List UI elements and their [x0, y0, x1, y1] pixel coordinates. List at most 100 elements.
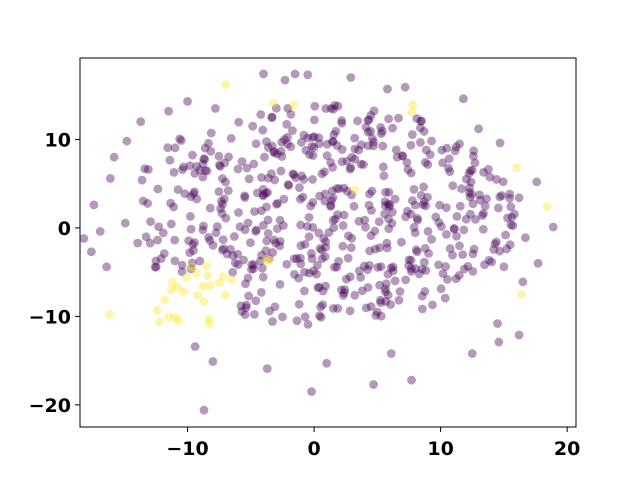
data-point	[153, 184, 163, 194]
data-point	[258, 191, 268, 201]
data-point	[416, 116, 426, 126]
data-point	[331, 126, 341, 136]
data-point	[199, 405, 209, 415]
data-point	[337, 118, 347, 128]
data-point	[338, 241, 348, 251]
data-point	[366, 231, 376, 241]
data-point	[152, 305, 162, 315]
data-point	[257, 173, 266, 182]
data-point	[437, 145, 447, 155]
data-point	[381, 287, 390, 297]
data-point	[288, 169, 298, 179]
data-point	[262, 364, 272, 373]
data-point	[169, 202, 178, 212]
data-point	[318, 286, 328, 296]
data-point	[276, 146, 286, 156]
data-point	[146, 217, 155, 226]
data-point	[353, 116, 362, 126]
data-point	[186, 192, 196, 202]
data-point	[322, 358, 332, 368]
data-point	[450, 146, 460, 156]
data-point	[418, 304, 427, 314]
data-point	[411, 245, 421, 255]
data-point	[373, 263, 383, 272]
data-point	[413, 215, 423, 225]
data-point	[320, 196, 330, 206]
data-point	[265, 255, 275, 265]
data-point	[237, 306, 247, 316]
data-point	[416, 190, 426, 200]
data-point	[258, 272, 268, 282]
data-point	[199, 221, 208, 231]
plot-frame	[79, 57, 577, 428]
data-point	[279, 194, 289, 204]
data-point	[275, 215, 285, 225]
data-point	[455, 139, 464, 149]
data-point	[307, 249, 316, 258]
data-point	[395, 287, 405, 296]
data-point	[431, 212, 441, 222]
data-point	[333, 210, 342, 220]
data-point	[505, 240, 515, 250]
data-point	[444, 154, 454, 164]
data-point	[305, 150, 314, 159]
data-point	[390, 276, 400, 286]
data-point	[275, 241, 285, 251]
data-point	[333, 101, 343, 111]
data-point	[328, 193, 338, 203]
data-point	[205, 281, 215, 290]
data-point	[388, 123, 397, 133]
data-point	[292, 316, 302, 326]
data-point	[299, 175, 309, 184]
data-point	[359, 261, 369, 271]
data-point	[105, 173, 115, 183]
data-point	[505, 193, 514, 203]
data-point	[506, 220, 516, 230]
data-point	[514, 330, 524, 340]
data-point	[226, 244, 235, 254]
data-point	[272, 224, 282, 234]
data-point	[297, 171, 307, 181]
data-point	[436, 222, 446, 231]
data-point	[210, 104, 220, 113]
data-point	[199, 154, 209, 164]
data-point	[249, 159, 259, 169]
data-point	[205, 235, 215, 245]
data-point	[237, 157, 247, 166]
data-point	[406, 168, 416, 178]
data-point	[517, 289, 526, 299]
data-point	[368, 134, 377, 143]
data-point	[326, 196, 336, 205]
data-point	[308, 222, 318, 232]
data-point	[261, 256, 271, 266]
data-point	[309, 266, 318, 276]
data-point	[350, 154, 360, 164]
data-point	[482, 194, 491, 204]
data-point	[316, 302, 326, 312]
data-point	[420, 243, 430, 253]
data-point	[357, 286, 367, 296]
data-point	[122, 136, 132, 146]
data-point	[188, 189, 198, 199]
data-point	[442, 229, 451, 239]
data-point	[542, 202, 552, 212]
data-point	[295, 194, 305, 204]
data-point	[300, 267, 309, 277]
data-point	[271, 238, 281, 248]
data-point	[326, 104, 336, 113]
data-point	[328, 137, 338, 146]
data-point	[312, 260, 322, 270]
data-point	[350, 133, 360, 143]
data-point	[217, 196, 226, 206]
data-point	[174, 316, 184, 326]
data-point	[204, 314, 214, 324]
data-point	[465, 192, 475, 202]
data-point	[199, 296, 209, 306]
data-point	[347, 190, 356, 200]
data-point	[465, 209, 475, 219]
data-point	[421, 145, 431, 155]
data-point	[299, 130, 309, 140]
data-point	[167, 277, 177, 287]
data-point	[363, 282, 373, 292]
